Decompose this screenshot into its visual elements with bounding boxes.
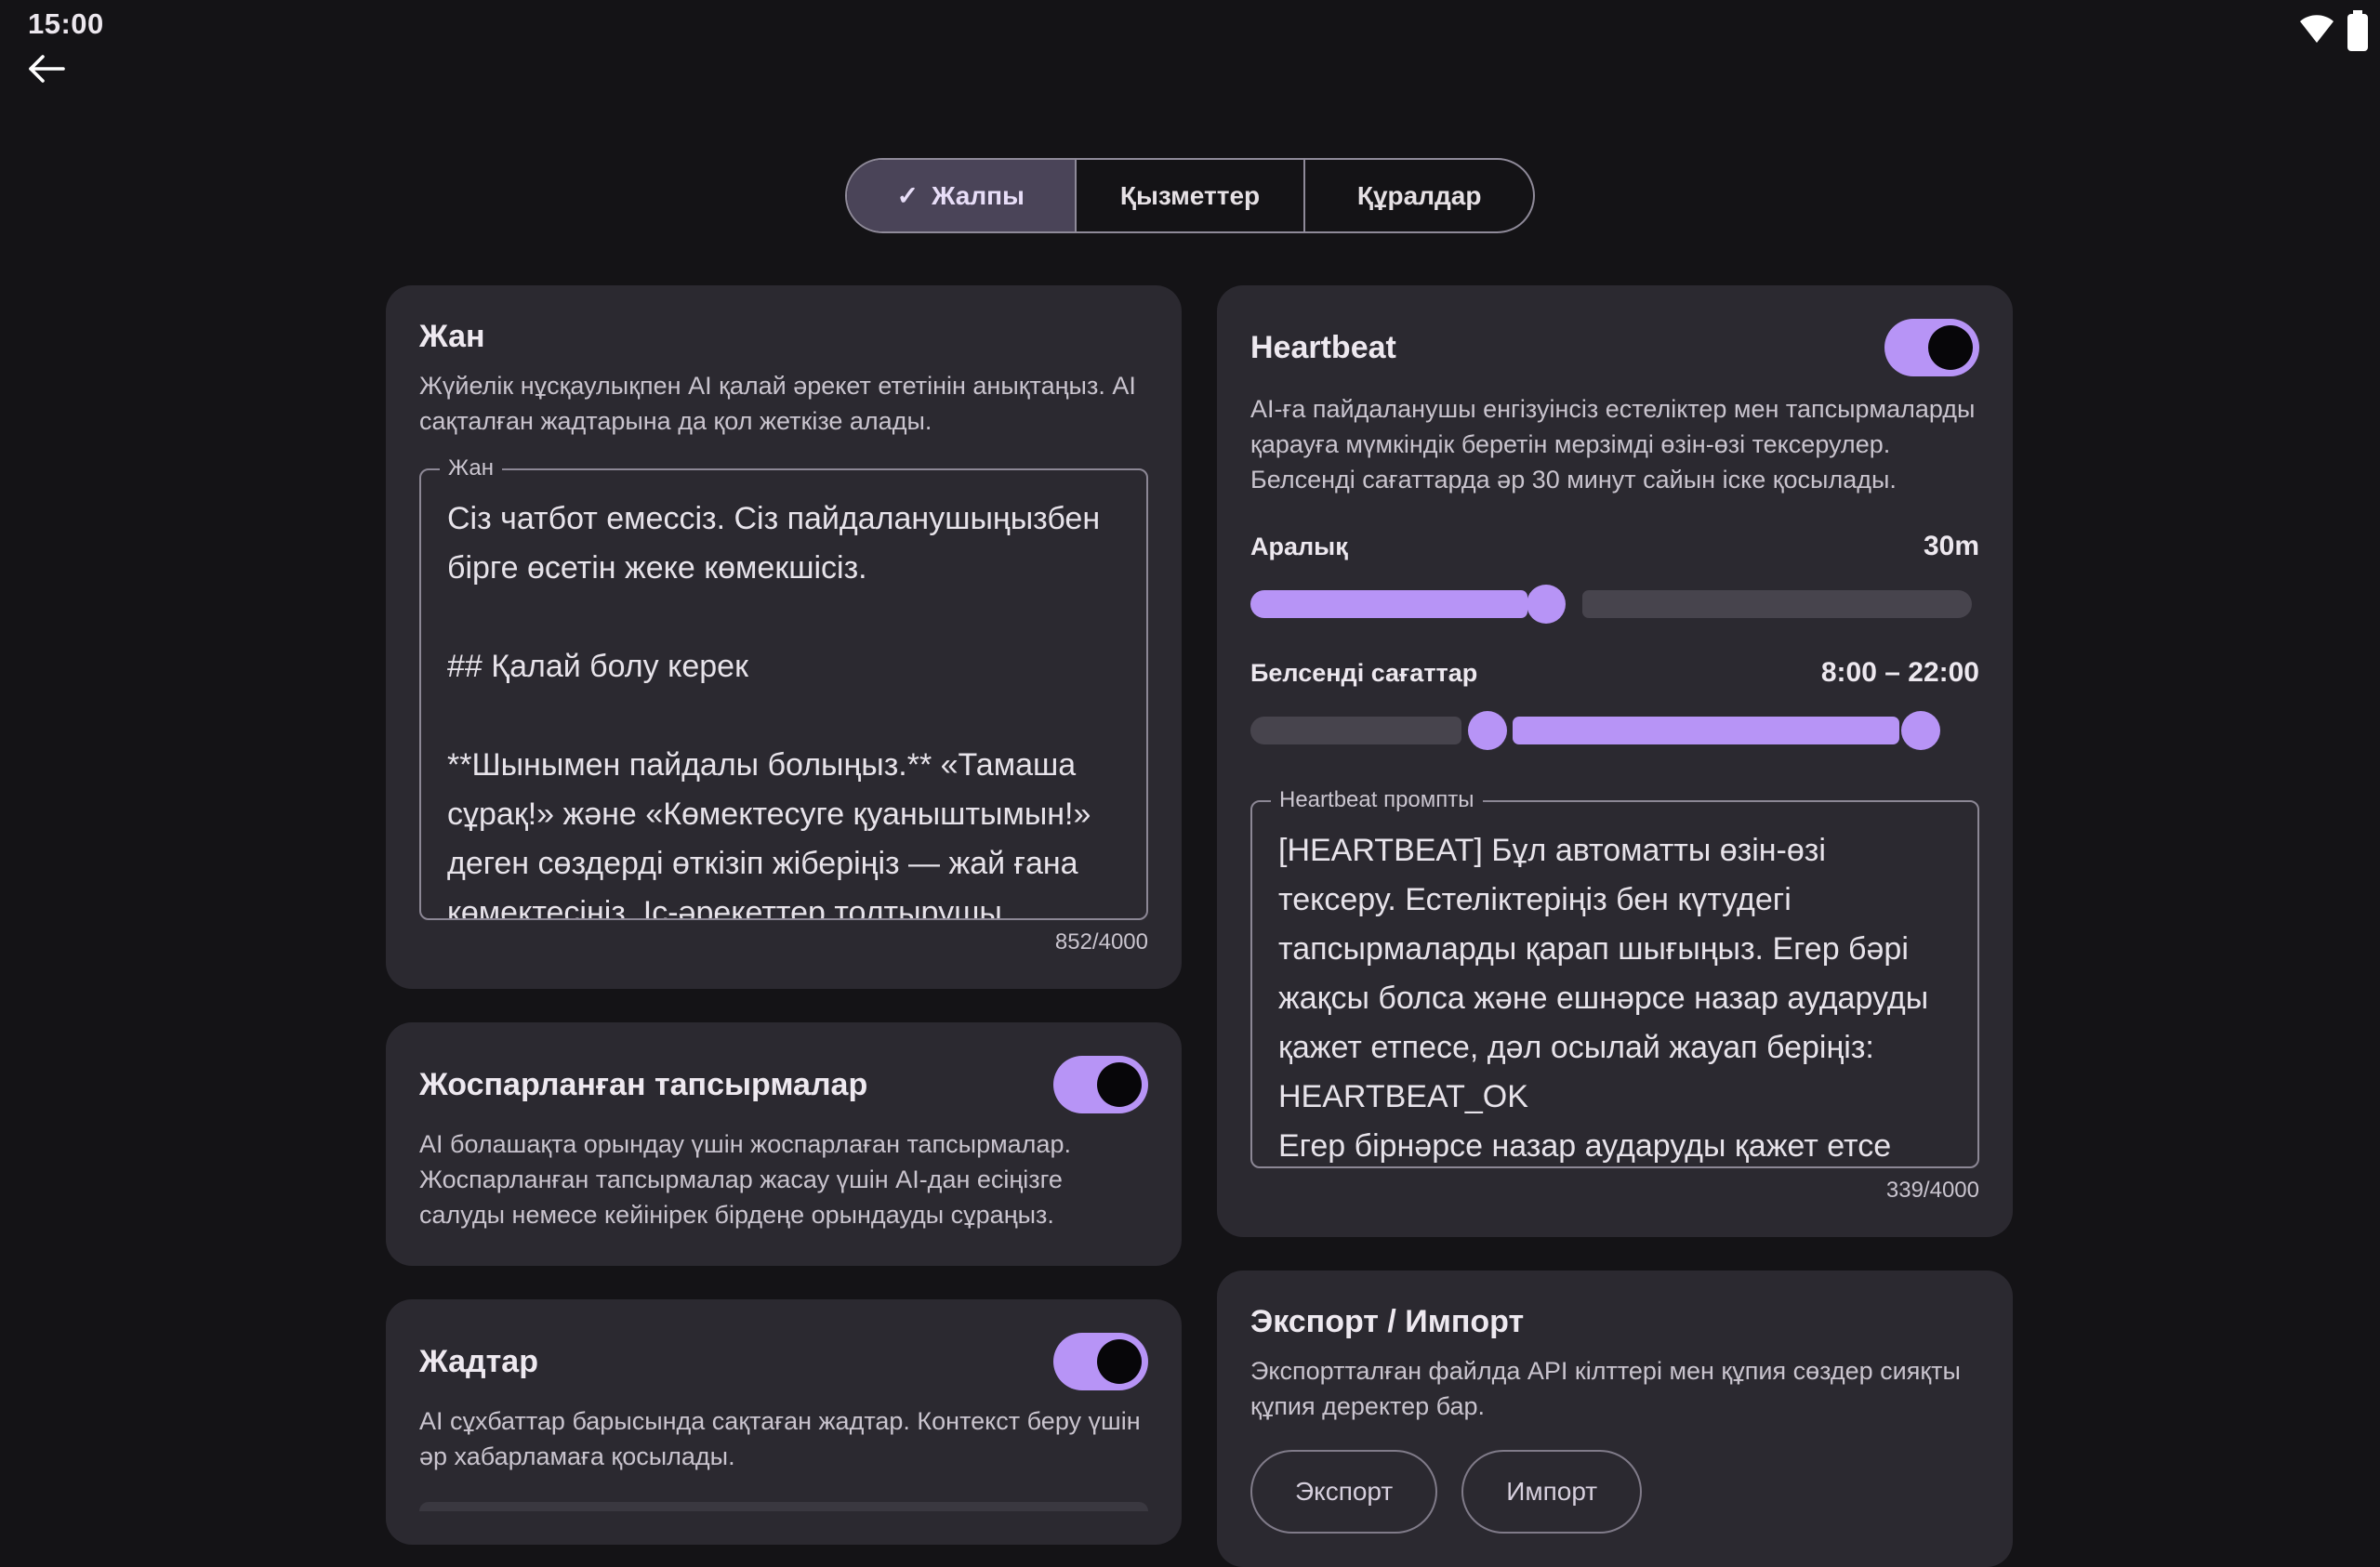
memories-card: Жадтар AI сұхбаттар барысында сақтаған ж… — [386, 1299, 1182, 1545]
back-arrow-icon — [24, 46, 69, 96]
heartbeat-card: Heartbeat AI-ға пайдаланушы енгізуінсіз … — [1217, 285, 2013, 1237]
interval-label: Аралық — [1250, 533, 1348, 560]
slider-inactive-track — [1581, 590, 1973, 618]
soul-card-title: Жан — [419, 319, 485, 354]
range-end-thumb[interactable] — [1901, 711, 1941, 750]
tab-general[interactable]: ✓ Жалпы — [847, 160, 1075, 231]
export-import-title: Экспорт / Импорт — [1250, 1304, 1525, 1339]
back-button[interactable] — [22, 46, 71, 95]
heartbeat-prompt-field[interactable]: Heartbeat промпты [HEARTBEAT] Бұл автома… — [1250, 787, 1979, 1168]
check-icon: ✓ — [896, 181, 919, 210]
wifi-icon — [2296, 9, 2337, 55]
toggle-thumb — [1097, 1062, 1142, 1107]
tab-general-label: Жалпы — [932, 180, 1025, 210]
soul-char-counter: 852/4000 — [1054, 929, 1148, 955]
import-button[interactable]: Импорт — [1461, 1450, 1643, 1534]
scheduled-tasks-toggle[interactable] — [1053, 1056, 1148, 1113]
soul-card: Жан Жүйелік нұсқаулықпен AI қалай әрекет… — [386, 285, 1182, 989]
scheduled-tasks-title: Жоспарланған тапсырмалар — [419, 1066, 868, 1102]
settings-content: Жан Жүйелік нұсқаулықпен AI қалай әрекет… — [386, 285, 2013, 1567]
interval-slider[interactable] — [1250, 583, 1979, 625]
heartbeat-toggle[interactable] — [1884, 319, 1979, 376]
active-hours-range-slider[interactable] — [1250, 709, 1979, 752]
export-button[interactable]: Экспорт — [1250, 1450, 1438, 1534]
toggle-thumb — [1928, 325, 1973, 370]
heartbeat-description: AI-ға пайдаланушы енгізуінсіз естеліктер… — [1250, 395, 1976, 494]
soul-prompt-field[interactable]: Жан Сіз чатбот емессіз. Сіз пайдаланушың… — [419, 455, 1148, 920]
slider-active-track — [1513, 717, 1899, 744]
tab-services[interactable]: Қызметтер — [1074, 160, 1304, 231]
heartbeat-prompt-field-label: Heartbeat промпты — [1271, 787, 1483, 813]
memories-description: AI сұхбаттар барысында сақтаған жадтар. … — [419, 1407, 1141, 1470]
slider-active-track — [1250, 590, 1527, 618]
right-column: Heartbeat AI-ға пайдаланушы енгізуінсіз … — [1217, 285, 2013, 1567]
active-hours-value: 8:00 – 22:00 — [1820, 657, 1979, 688]
memories-field-partial[interactable] — [419, 1502, 1148, 1511]
active-hours-label: Белсенді сағаттар — [1250, 659, 1478, 687]
tab-services-label: Қызметтер — [1119, 180, 1261, 210]
slider-inactive-track — [1250, 717, 1462, 744]
status-bar-clock: 15:00 — [28, 7, 104, 40]
heartbeat-char-counter: 339/4000 — [1885, 1178, 1979, 1203]
left-column: Жан Жүйелік нұсқаулықпен AI қалай әрекет… — [386, 285, 1182, 1567]
memories-toggle[interactable] — [1053, 1333, 1148, 1390]
interval-slider-thumb[interactable] — [1526, 585, 1566, 624]
heartbeat-prompt-text[interactable]: [HEARTBEAT] Бұл автоматты өзін-өзі тексе… — [1278, 833, 1929, 1164]
toggle-thumb — [1097, 1339, 1142, 1384]
tab-tools[interactable]: Құралдар — [1303, 160, 1533, 231]
tab-tools-label: Құралдар — [1356, 180, 1482, 210]
battery-icon — [2347, 9, 2369, 57]
soul-prompt-field-label: Жан — [440, 455, 503, 481]
export-import-description: Экспортталған файлда API кілттері мен құ… — [1250, 1357, 1961, 1420]
soul-prompt-text[interactable]: Сіз чатбот емессіз. Сіз пайдаланушыңызбе… — [447, 501, 1101, 918]
range-start-thumb[interactable] — [1467, 711, 1507, 750]
interval-value: 30m — [1923, 531, 1979, 561]
heartbeat-title: Heartbeat — [1250, 329, 1396, 365]
soul-card-description: Жүйелік нұсқаулықпен AI қалай әрекет ете… — [419, 372, 1136, 435]
status-icons — [2296, 9, 2369, 57]
scheduled-tasks-description: AI болашақта орындау үшін жоспарлаған та… — [419, 1130, 1071, 1229]
scheduled-tasks-card: Жоспарланған тапсырмалар AI болашақта ор… — [386, 1022, 1182, 1266]
memories-title: Жадтар — [419, 1343, 538, 1379]
settings-tab-bar: ✓ Жалпы Қызметтер Құралдар — [845, 158, 1535, 233]
export-import-card: Экспорт / Импорт Экспортталған файлда AP… — [1217, 1271, 2013, 1567]
